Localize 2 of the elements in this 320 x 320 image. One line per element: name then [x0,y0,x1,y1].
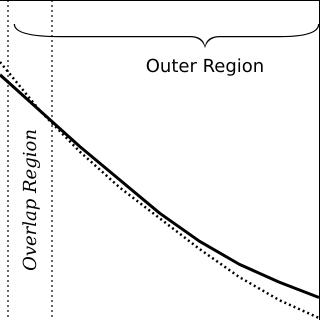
annotation: Outer Region [146,56,264,77]
annotation: Overlap Region [20,129,41,271]
